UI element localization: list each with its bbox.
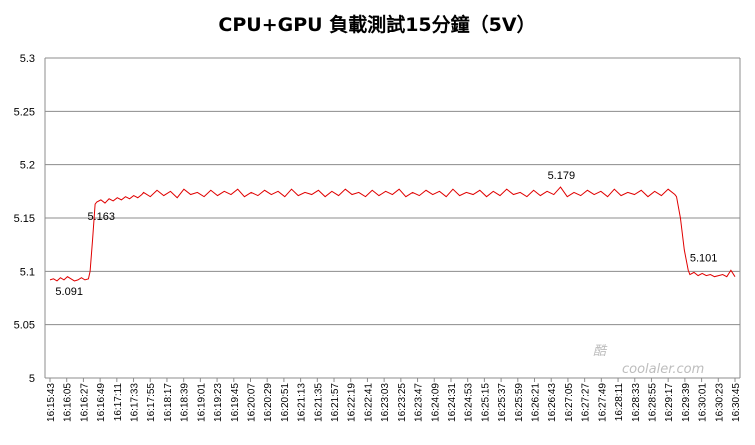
x-tick-label: 16:17:55: [146, 383, 157, 422]
y-tick-label: 5.15: [14, 213, 35, 225]
x-tick-label: 16:19:23: [213, 383, 224, 422]
watermark-logo: 酷: [593, 344, 608, 359]
series-voltage: [49, 186, 736, 282]
watermark-text: coolaler.com: [622, 362, 704, 377]
x-tick-label: 16:19:01: [196, 383, 207, 422]
x-tick-label: 16:18:17: [163, 383, 174, 422]
x-tick-label: 16:24:31: [447, 383, 458, 422]
x-tick-label: 16:30:23: [714, 383, 725, 422]
x-tick-label: 16:26:21: [531, 383, 542, 422]
y-tick-label: 5.1: [20, 266, 35, 278]
x-tick-label: 16:23:47: [414, 383, 425, 422]
x-tick-label: 16:22:19: [347, 383, 358, 422]
x-tick-label: 16:26:43: [547, 383, 558, 422]
gridlines: [44, 57, 741, 379]
x-tick-label: 16:28:11: [614, 383, 625, 422]
data-label-0: 5.091: [55, 286, 83, 298]
x-tick-label: 16:27:49: [597, 383, 608, 422]
watermark: 酷 coolaler.com: [593, 344, 704, 377]
x-tick-label: 16:24:09: [430, 383, 441, 422]
x-tick-label: 16:23:25: [397, 383, 408, 422]
x-tick-label: 16:20:51: [280, 383, 291, 422]
y-tick-label: 5.05: [14, 320, 35, 332]
x-tick-label: 16:27:27: [581, 383, 592, 422]
x-axis-ticks: 16:15:43 16:16:05 16:16:27 16:16:49 16:17:11…: [46, 378, 742, 422]
x-tick-label: 16:30:45: [731, 383, 742, 422]
y-tick-label: 5.25: [14, 106, 35, 118]
x-tick-label: 16:25:59: [514, 383, 525, 422]
x-tick-label: 16:16:05: [63, 383, 74, 422]
data-labels: 5.091 5.163 5.179 5.101: [55, 170, 717, 298]
x-tick-label: 16:16:49: [96, 383, 107, 422]
x-tick-label: 16:20:07: [246, 383, 257, 422]
x-tick-label: 16:20:29: [263, 383, 274, 422]
series-line-0: [49, 186, 736, 282]
x-tick-label: 16:25:37: [497, 383, 508, 422]
x-tick-label: 16:22:41: [363, 383, 374, 422]
x-tick-label: 16:28:55: [647, 383, 658, 422]
x-tick-label: 16:25:15: [480, 383, 491, 422]
y-tick-label: 5.3: [20, 53, 35, 65]
x-tick-label: 16:17:11: [113, 383, 124, 422]
chart-title: CPU+GPU 負載測試15分鐘（5V）: [218, 13, 535, 36]
y-tick-label: 5.2: [20, 160, 35, 172]
data-label-3: 5.101: [690, 252, 718, 264]
x-tick-label: 16:21:57: [330, 383, 341, 422]
x-tick-label: 16:21:13: [297, 383, 308, 422]
x-tick-label: 16:16:27: [79, 383, 90, 422]
x-tick-label: 16:15:43: [46, 383, 57, 422]
x-tick-label: 16:17:33: [130, 383, 141, 422]
data-label-2: 5.179: [548, 170, 576, 182]
x-tick-label: 16:30:01: [698, 383, 709, 422]
data-label-1: 5.163: [87, 211, 115, 223]
x-tick-label: 16:29:39: [681, 383, 692, 422]
x-tick-label: 16:28:33: [631, 383, 642, 422]
x-tick-label: 16:21:35: [313, 383, 324, 422]
x-tick-label: 16:29:17: [664, 383, 675, 422]
x-tick-label: 16:27:05: [564, 383, 575, 422]
y-axis-ticks: 5 5.05 5.1 5.15 5.2 5.25 5.3: [14, 53, 35, 385]
x-tick-label: 16:23:03: [380, 383, 391, 422]
x-tick-label: 16:19:45: [230, 383, 241, 422]
x-tick-label: 16:18:39: [180, 383, 191, 422]
x-tick-label: 16:24:53: [464, 383, 475, 422]
y-tick-label: 5: [29, 373, 35, 385]
